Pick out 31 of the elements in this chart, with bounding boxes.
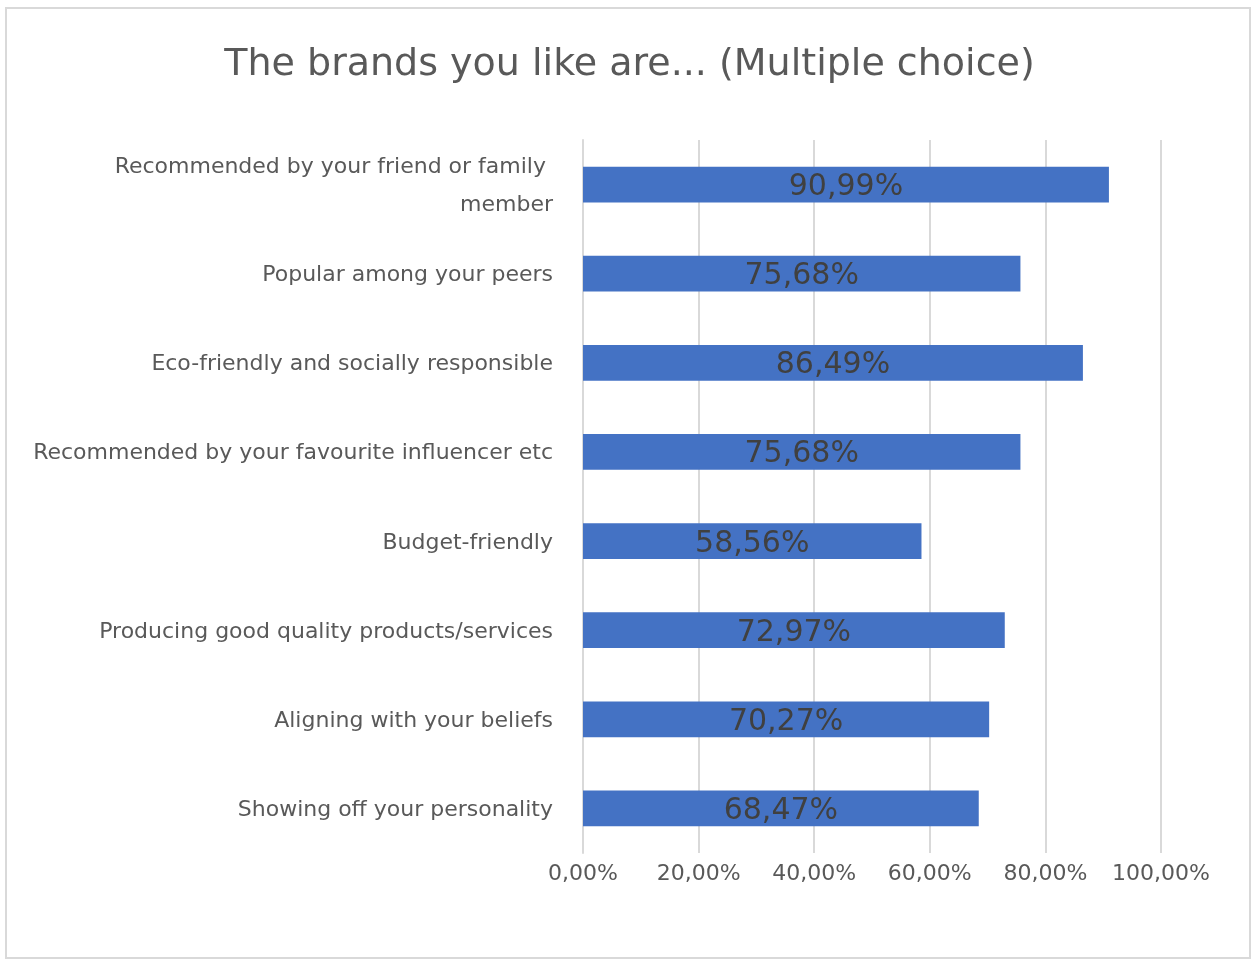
data-label: 75,68% — [744, 434, 859, 470]
x-tick-label: 60,00% — [887, 859, 972, 885]
bar — [583, 434, 1021, 470]
y-tick-label: Popular among your peers — [262, 261, 553, 287]
y-tick-label: Budget-friendly — [382, 528, 553, 554]
x-tick-label: 0,00% — [548, 859, 618, 885]
x-tick-label: 20,00% — [656, 859, 741, 885]
data-label: 72,97% — [736, 612, 852, 648]
y-tick-label: Aligning with your beliefs — [274, 706, 553, 732]
bar — [583, 255, 1021, 292]
bar — [583, 701, 990, 738]
x-tick-label: 100,00% — [1112, 859, 1210, 885]
data-label: 75,68% — [744, 256, 859, 292]
y-tick-label: Showing off your personality — [237, 795, 553, 821]
bar — [583, 344, 1083, 381]
data-label: 86,49% — [775, 345, 891, 381]
bar — [583, 790, 979, 827]
bar — [583, 612, 1005, 649]
chart-title: The brands you like are... (Multiple choice) — [223, 40, 1035, 84]
y-tick-label: Recommended by your friend or family member — [114, 153, 554, 217]
data-label: 68,47% — [723, 790, 839, 826]
x-tick-label: 80,00% — [1003, 859, 1088, 885]
bar — [583, 166, 1109, 203]
data-label: 58,56% — [695, 523, 810, 559]
bar — [583, 523, 922, 559]
data-label: 90,99% — [788, 167, 904, 203]
data-label: 70,27% — [728, 701, 844, 737]
y-tick-label: Eco-friendly and socially responsible — [151, 350, 553, 376]
x-tick-label: 40,00% — [772, 859, 857, 885]
y-tick-label: Recommended by your favourite influencer etc — [33, 439, 553, 465]
y-tick-label: Producing good quality products/services — [99, 617, 553, 643]
